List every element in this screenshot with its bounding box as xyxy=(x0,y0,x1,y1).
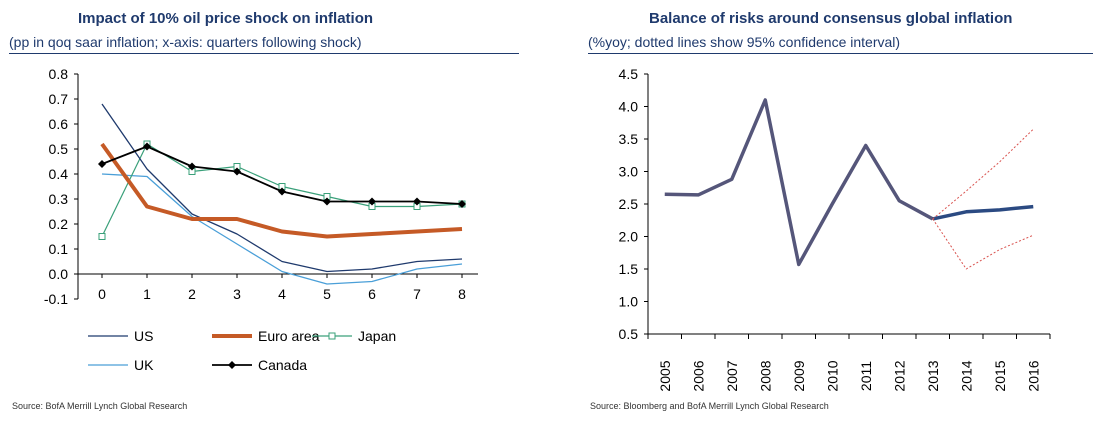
right-x-tick-label: 2007 xyxy=(724,360,740,391)
right-y-tick-label: 4.5 xyxy=(619,66,639,82)
left-chart-rule xyxy=(9,53,519,54)
legend-label-us: US xyxy=(134,328,153,344)
left-x-tick-label: 0 xyxy=(98,286,106,302)
right-x-tick-label: 2012 xyxy=(891,360,907,391)
right-chart-title: Balance of risks around consensus global… xyxy=(649,10,1013,27)
left-chart-panel: Impact of 10% oil price shock on inflati… xyxy=(0,0,540,427)
left-x-tick-label: 2 xyxy=(188,286,196,302)
right-y-tick-label: 1.0 xyxy=(619,294,639,310)
left-point-canada xyxy=(278,187,286,196)
left-series-line-us xyxy=(101,103,463,273)
right-series-line-consensus xyxy=(932,204,1034,221)
left-x-tick-label: 8 xyxy=(458,286,466,302)
right-series-line-history xyxy=(664,98,934,267)
right-series-line-lower-ci xyxy=(932,218,1034,270)
left-x-tick-label: 7 xyxy=(413,286,421,302)
right-x-tick-label: 2014 xyxy=(958,360,974,391)
left-y-tick-label: 0.4 xyxy=(49,166,69,182)
left-point-canada xyxy=(413,197,421,206)
left-y-tick-label: 0.5 xyxy=(49,141,69,157)
left-series-line-uk xyxy=(101,173,463,285)
left-chart-title: Impact of 10% oil price shock on inflati… xyxy=(78,10,374,27)
right-x-tick-label: 2011 xyxy=(858,361,874,391)
right-y-tick-label: 0.5 xyxy=(619,326,639,342)
right-x-tick-label: 2005 xyxy=(657,360,673,391)
right-x-tick-label: 2006 xyxy=(690,360,706,391)
left-point-japan xyxy=(98,233,106,240)
left-y-tick-label: 0.6 xyxy=(49,116,69,132)
left-point-canada xyxy=(188,162,196,171)
legend-label-euro-area: Euro area xyxy=(258,328,320,344)
left-x-tick-label: 4 xyxy=(278,286,286,302)
left-point-canada xyxy=(458,200,466,208)
left-y-tick-label: 0.0 xyxy=(49,266,69,282)
right-x-tick-label: 2016 xyxy=(1025,360,1041,391)
right-x-tick-label: 2015 xyxy=(992,360,1008,391)
right-x-tick-label: 2008 xyxy=(757,360,773,391)
legend-label-uk: UK xyxy=(134,357,154,373)
left-y-tick-label: 0.8 xyxy=(49,66,69,82)
left-y-tick-label: 0.2 xyxy=(49,216,69,232)
right-chart-svg: 0.5 1.0 1.5 2.0 2.5 3.0 3.5 4.0 4.5 2005 2006 2007 2… xyxy=(619,66,1051,392)
left-point-canada xyxy=(323,197,331,206)
right-chart-rule xyxy=(588,53,1093,54)
left-chart-source: Source: BofA Merrill Lynch Global Resear… xyxy=(12,401,188,411)
left-series-line-euro-area xyxy=(100,142,463,239)
left-y-tick-label: 0.1 xyxy=(49,241,69,257)
right-chart-panel: Balance of risks around consensus global… xyxy=(560,0,1093,427)
right-series-line-upper-ci xyxy=(932,128,1034,220)
right-y-tick-label: 3.5 xyxy=(619,131,639,147)
left-x-tick-label: 6 xyxy=(368,286,376,302)
right-y-tick-label: 4.0 xyxy=(619,99,639,115)
left-point-canada xyxy=(98,160,106,168)
legend-label-canada: Canada xyxy=(258,357,307,373)
right-y-tick-label: 2.0 xyxy=(619,229,639,245)
legend-marker-japan xyxy=(328,332,336,340)
legend-label-japan: Japan xyxy=(358,328,396,344)
left-point-canada xyxy=(143,142,151,151)
right-x-tick-label: 2009 xyxy=(791,360,807,391)
left-point-canada xyxy=(368,197,376,206)
left-y-tick-label: -0.1 xyxy=(44,291,68,307)
right-y-tick-label: 3.0 xyxy=(619,164,639,180)
left-x-tick-label: 5 xyxy=(323,286,331,302)
left-chart-subtitle: (pp in qoq saar inflation; x-axis: quart… xyxy=(9,34,362,50)
left-x-tick-label: 1 xyxy=(143,286,151,302)
left-x-tick-label: 3 xyxy=(233,286,241,302)
left-point-canada xyxy=(233,167,241,176)
left-chart-svg: -0.1 0.0 0.1 0.2 0.3 0.4 0.5 0.6 0.7 0.8 0 1 2 3 4 5 6 7 8… xyxy=(44,66,478,373)
left-y-tick-label: 0.3 xyxy=(49,191,69,207)
legend-marker-canada xyxy=(228,361,236,369)
right-x-tick-label: 2010 xyxy=(824,360,840,391)
right-y-tick-label: 1.5 xyxy=(619,261,639,277)
left-y-tick-label: 0.7 xyxy=(49,91,69,107)
right-x-tick-label: 2013 xyxy=(925,360,941,391)
right-chart-source: Source: Bloomberg and BofA Merrill Lynch… xyxy=(590,401,829,411)
right-chart-subtitle: (%yoy; dotted lines show 95% confidence … xyxy=(588,34,901,50)
right-y-tick-label: 2.5 xyxy=(619,196,639,212)
